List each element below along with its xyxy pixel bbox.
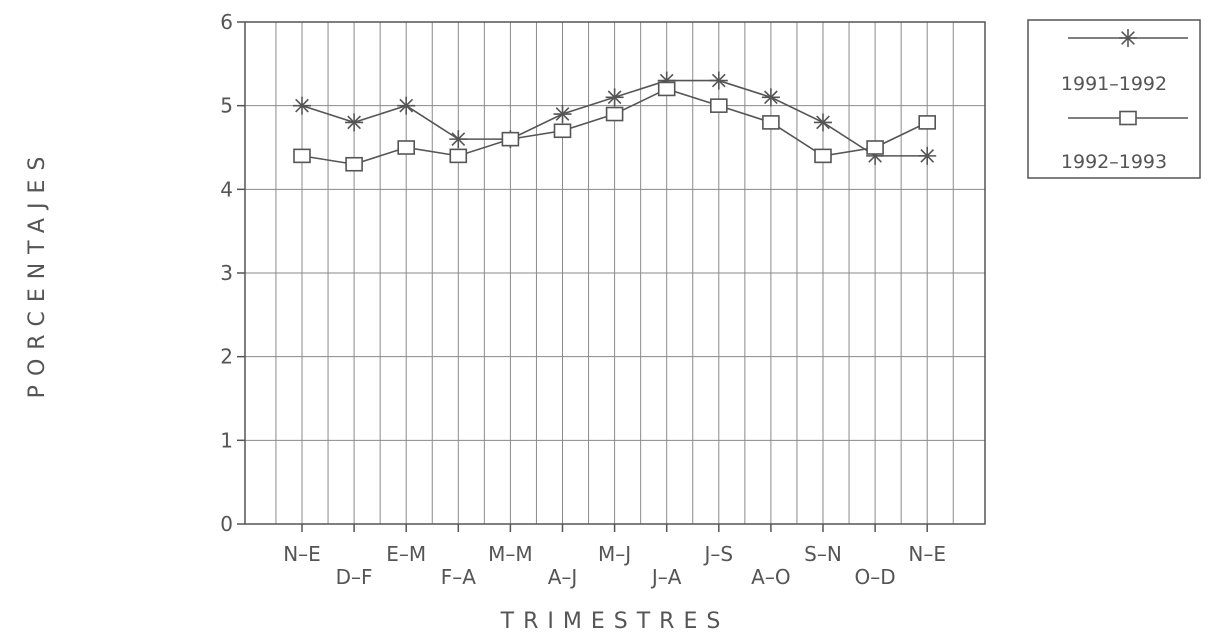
legend-asterisk xyxy=(1119,29,1137,47)
data-point xyxy=(553,105,572,124)
legend-label-1991-1992: 1991–1992 xyxy=(1061,73,1167,95)
x-tick-label: J–A xyxy=(650,565,682,589)
data-point xyxy=(449,130,468,149)
data-point xyxy=(918,146,937,165)
asterisk-stroke xyxy=(711,73,726,88)
x-tick-label: N–E xyxy=(283,542,321,566)
x-tick-label: F–A xyxy=(441,565,477,589)
series-1991–1992 xyxy=(293,71,937,165)
data-point xyxy=(605,88,624,107)
asterisk-stroke xyxy=(920,149,935,163)
legend-box xyxy=(1027,19,1201,179)
data-point xyxy=(397,140,416,155)
data-point xyxy=(709,71,728,90)
data-point xyxy=(918,115,937,130)
legend-marker-square xyxy=(1119,110,1137,126)
asterisk-stroke xyxy=(816,115,830,130)
data-point xyxy=(605,106,624,122)
x-tick-label: M–J xyxy=(598,542,631,566)
data-point xyxy=(345,156,363,172)
y-tick-label: 1 xyxy=(220,428,233,452)
asterisk-stroke xyxy=(764,90,778,105)
data-point xyxy=(293,148,311,164)
x-axis-title: TRIMESTRES xyxy=(500,609,730,634)
x-tick-label: O–D xyxy=(855,565,896,589)
legend-marker-asterisk xyxy=(1119,29,1137,47)
x-tick-label: J–S xyxy=(703,542,734,566)
data-point xyxy=(345,113,364,132)
x-tick-label: A–J xyxy=(548,565,578,589)
y-tick-label: 5 xyxy=(220,94,233,118)
series-layer xyxy=(293,71,937,172)
y-tick-label: 6 xyxy=(220,10,233,34)
data-point xyxy=(293,96,311,115)
asterisk-stroke xyxy=(295,98,309,113)
asterisk-stroke xyxy=(451,132,466,146)
asterisk-stroke xyxy=(555,107,570,121)
x-axis-ticks: N–E D–F E–M F–A M–M A–J M–J J–A J–S A–O S–N O–D N–E xyxy=(283,524,946,589)
x-tick-label: D–F xyxy=(336,565,373,589)
x-tick-label: A–O xyxy=(751,565,790,589)
asterisk-stroke xyxy=(347,115,361,130)
y-tick-label: 4 xyxy=(220,177,233,201)
legend-square xyxy=(1119,110,1137,126)
asterisk-stroke xyxy=(607,90,622,105)
data-point xyxy=(709,98,728,113)
data-point xyxy=(449,148,468,164)
data-point xyxy=(657,81,676,97)
x-tick-label: N–E xyxy=(908,542,946,566)
series-1992–1993 xyxy=(293,81,937,172)
data-point xyxy=(501,131,520,147)
y-axis-title: PORCENTAJES xyxy=(25,148,50,399)
y-tick-label: 0 xyxy=(220,512,233,536)
asterisk-stroke xyxy=(399,98,414,113)
x-tick-label: S–N xyxy=(804,542,842,566)
y-axis-ticks: 0 1 2 3 4 5 6 xyxy=(220,10,245,536)
data-point xyxy=(762,115,780,130)
asterisk-stroke xyxy=(1121,31,1135,45)
data-point xyxy=(761,88,780,107)
x-tick-label: E–M xyxy=(386,542,426,566)
data-point xyxy=(814,113,832,132)
y-tick-label: 3 xyxy=(220,261,233,285)
y-tick-label: 2 xyxy=(220,345,233,369)
data-point xyxy=(553,123,572,139)
legend: 1991–1992 1992–1993 xyxy=(1027,19,1201,179)
legend-label-1992-1993: 1992–1993 xyxy=(1061,151,1167,173)
x-tick-label: M–M xyxy=(488,542,533,566)
data-point xyxy=(814,148,832,164)
data-point xyxy=(866,140,884,155)
data-point xyxy=(397,96,416,115)
grid-lines xyxy=(245,22,985,524)
